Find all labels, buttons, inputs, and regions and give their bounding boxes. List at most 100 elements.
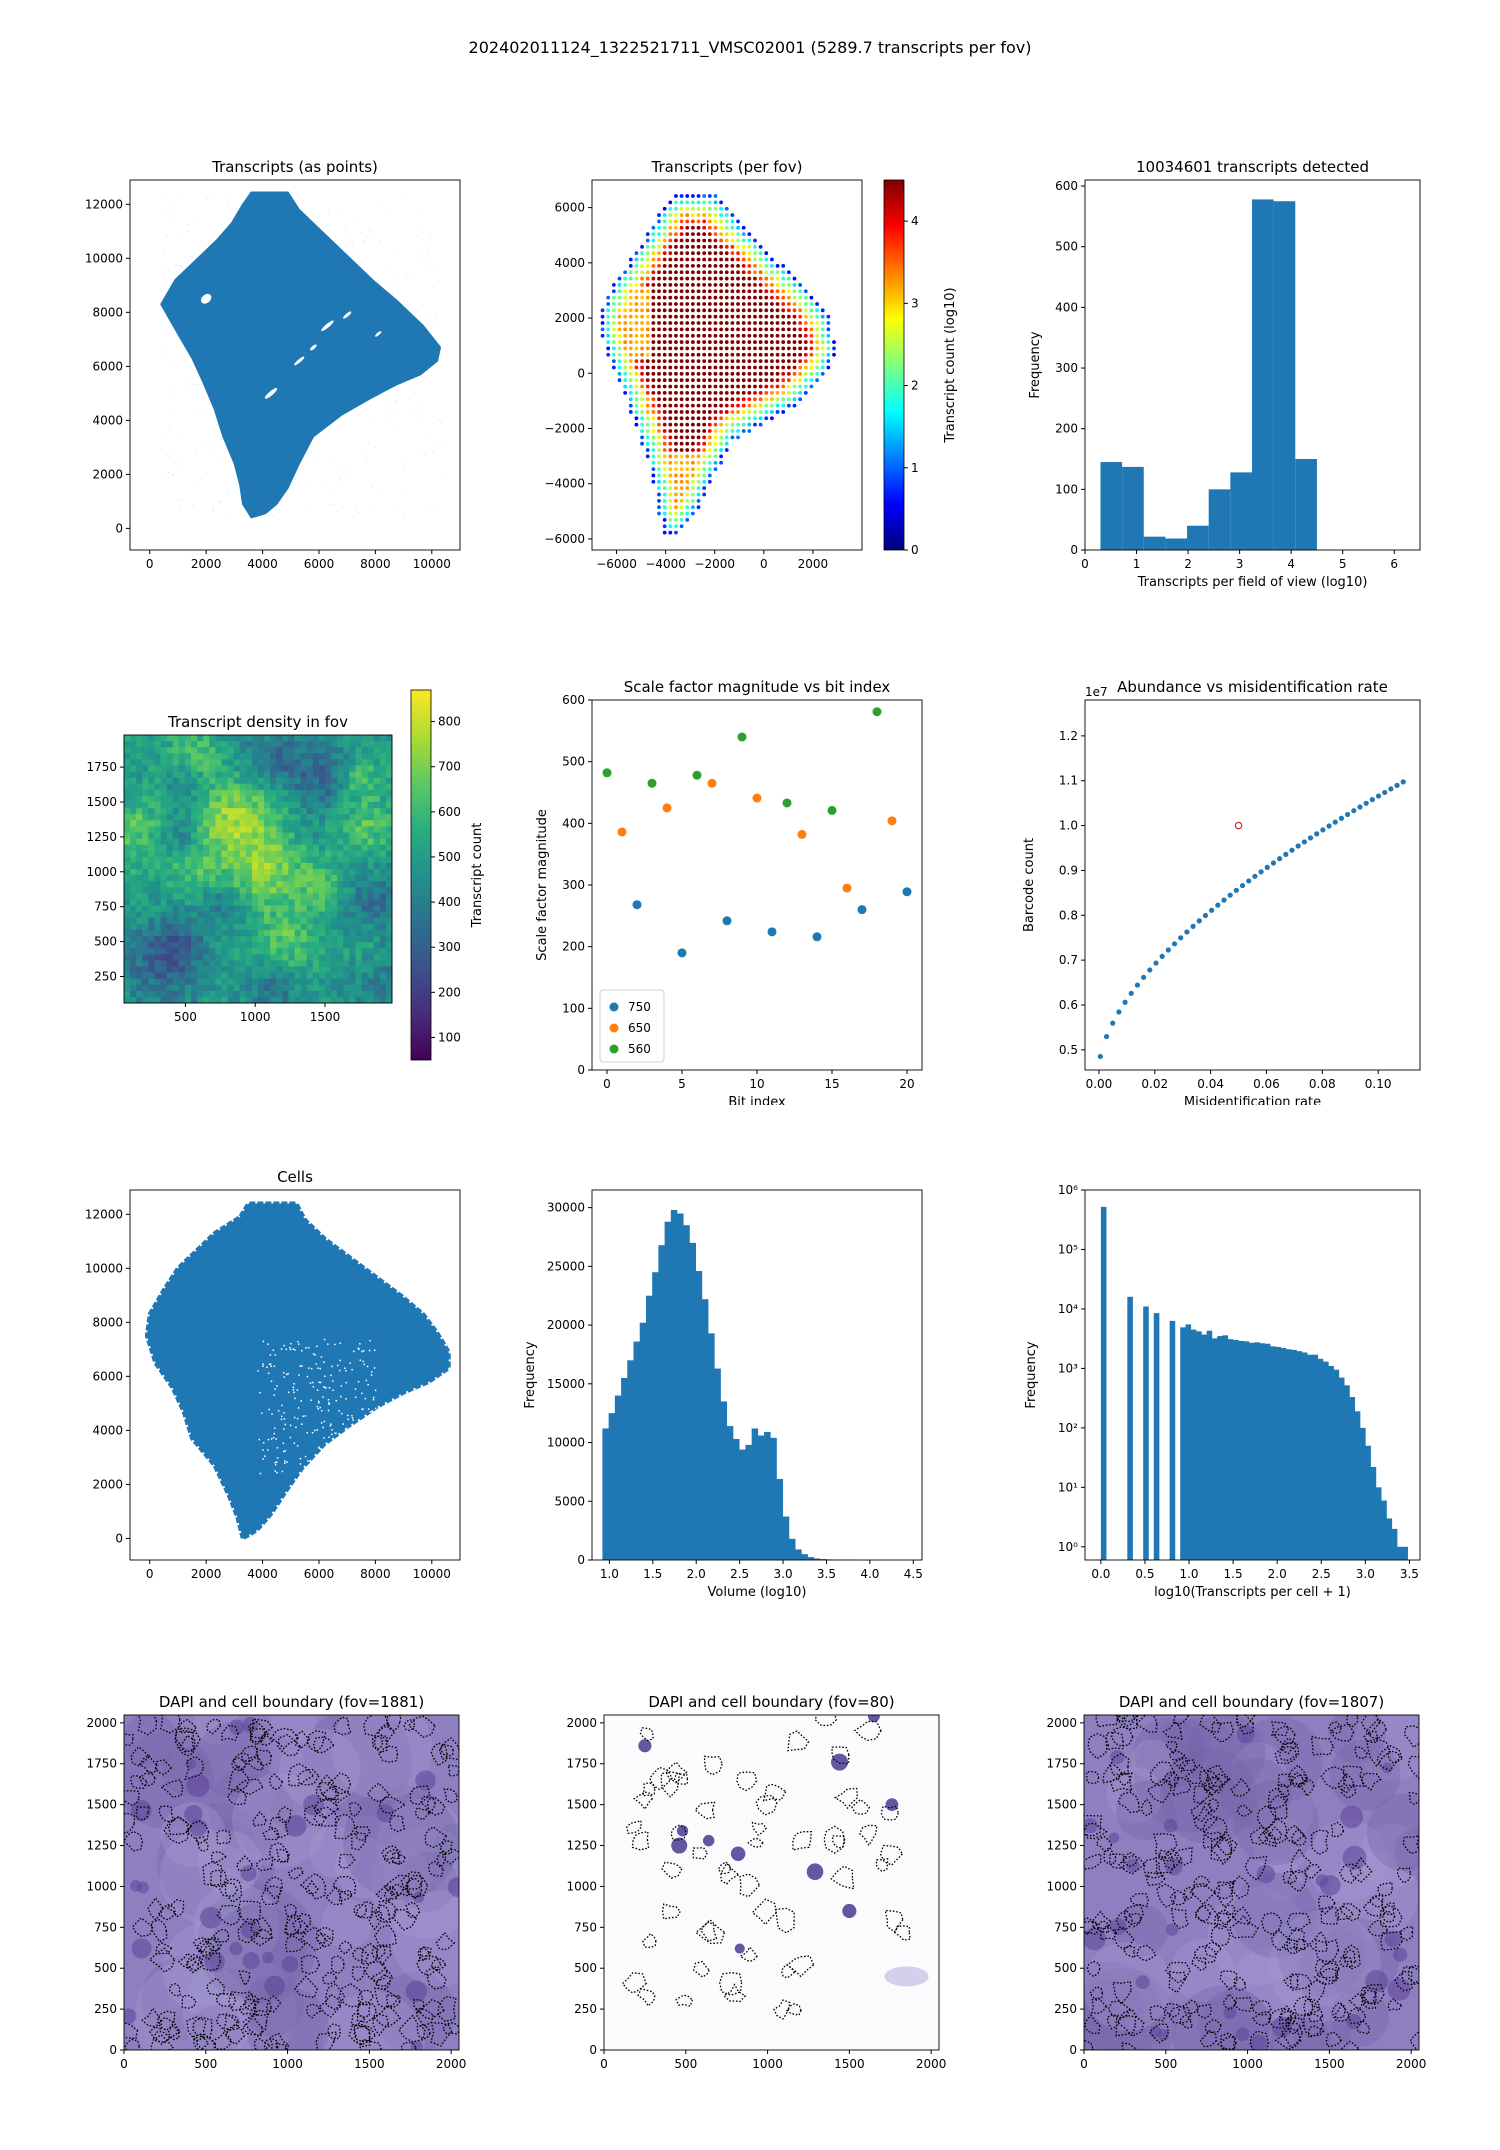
fov-point — [781, 410, 786, 414]
density-cell — [227, 862, 235, 870]
fov-point — [662, 352, 667, 357]
density-cell — [331, 911, 338, 919]
density-cell — [172, 838, 180, 846]
density-cell — [166, 765, 174, 772]
fov-point — [690, 219, 695, 224]
fov-point — [674, 441, 678, 446]
density-cell — [178, 978, 186, 986]
cell-boundary — [124, 2038, 141, 2050]
fov-point — [719, 371, 724, 376]
sparse-transcript-point — [386, 213, 388, 215]
fov-point — [690, 435, 695, 440]
fov-point — [668, 479, 673, 484]
fov-point — [657, 384, 661, 389]
fov-point — [753, 365, 757, 370]
fov-point — [758, 365, 763, 370]
density-cell — [367, 917, 375, 925]
cell-gap — [373, 1367, 376, 1369]
density-cell — [191, 893, 198, 900]
sparse-transcript-point — [373, 239, 375, 241]
density-cell — [172, 990, 180, 998]
cell-boundary — [631, 1831, 650, 1851]
fov-point — [724, 365, 729, 370]
fov-point — [679, 397, 684, 402]
density-cell — [258, 875, 265, 882]
density-cell — [160, 911, 168, 919]
density-cell — [184, 881, 192, 888]
cell-boundary — [414, 1806, 431, 1821]
fov-point — [685, 225, 690, 230]
fov-point — [764, 289, 769, 294]
density-cell — [227, 881, 235, 888]
cell-boundary — [259, 1733, 274, 1746]
dapi-haze — [1329, 1850, 1419, 1940]
density-cell — [142, 735, 149, 742]
fov-point — [719, 200, 724, 205]
fov-point — [662, 422, 667, 427]
dapi-nucleus — [638, 1739, 652, 1753]
density-cell — [379, 832, 387, 839]
fov-point — [724, 308, 729, 313]
fov-point — [775, 403, 780, 408]
cell-boundary — [241, 2015, 264, 2037]
density-cell — [166, 966, 174, 973]
density-cell — [325, 783, 332, 791]
density-cell — [215, 802, 222, 809]
density-cell — [154, 869, 161, 876]
bit-point-750 — [722, 916, 732, 926]
density-cell — [270, 936, 277, 943]
fov-point — [668, 518, 673, 522]
cell-boundary — [1168, 1750, 1186, 1761]
density-cell — [331, 905, 338, 913]
fov-point — [803, 308, 808, 313]
fov-point — [679, 314, 684, 319]
fov-point — [781, 390, 786, 395]
cell-boundary — [1182, 1886, 1194, 1901]
fov-point — [719, 422, 724, 427]
density-cell — [337, 850, 344, 858]
dapi-haze — [1172, 1985, 1276, 2050]
fov-point — [640, 327, 644, 332]
density-cell — [258, 954, 265, 961]
fov-point — [724, 371, 729, 376]
density-cell — [385, 978, 393, 986]
density-cell — [385, 862, 393, 870]
fov-point — [696, 422, 701, 427]
fov-point — [730, 270, 735, 275]
cell-gap — [270, 1438, 273, 1440]
sparse-transcript-point — [441, 476, 443, 479]
fov-point — [668, 530, 673, 535]
density-cell — [178, 905, 186, 913]
fov-point — [730, 276, 735, 281]
density-cell — [172, 929, 180, 937]
density-cell — [124, 996, 131, 1004]
sparse-transcript-point — [401, 461, 403, 463]
cell-gap — [338, 1369, 341, 1372]
fov-point — [628, 333, 633, 338]
fov-point — [809, 308, 814, 313]
fov-point — [651, 327, 656, 332]
density-cell — [148, 899, 155, 906]
fov-point — [724, 213, 729, 217]
dapi-nucleus — [447, 1876, 459, 1898]
density-cell — [233, 826, 241, 833]
sparse-transcript-point — [180, 498, 182, 500]
fov-point — [775, 308, 780, 313]
density-cell — [148, 911, 155, 919]
cell-boundary — [263, 1876, 283, 1900]
density-cell — [239, 735, 247, 742]
density-cell — [349, 777, 356, 785]
density-cell — [367, 869, 375, 876]
density-cell — [148, 783, 155, 791]
density-cell — [191, 814, 198, 821]
density-cell — [361, 795, 369, 803]
fov-point — [736, 435, 740, 440]
fov-point — [628, 403, 633, 408]
fov-point — [634, 327, 639, 332]
cell-boundary — [243, 1994, 260, 2011]
dapi-haze — [433, 1822, 459, 1872]
fov-point — [657, 308, 661, 313]
fov-point — [820, 371, 825, 376]
fov-point — [674, 308, 678, 313]
fov-point — [809, 295, 814, 300]
